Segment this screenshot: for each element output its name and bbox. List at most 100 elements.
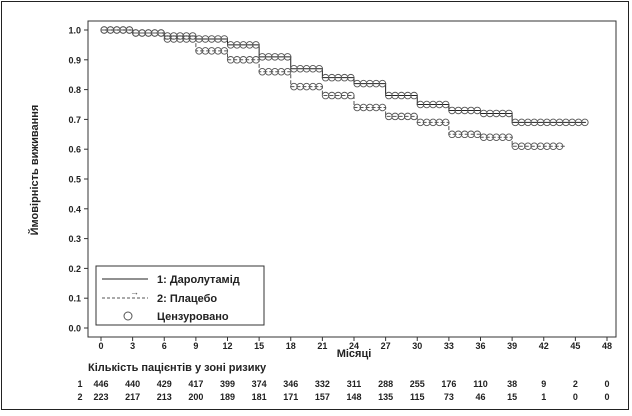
x-tick-label: 15 — [254, 341, 264, 351]
at-risk-value: 15 — [507, 392, 517, 402]
at-risk-value: 115 — [410, 392, 425, 402]
censor-marker — [581, 118, 589, 127]
censor-marker — [315, 82, 323, 91]
censor-marker — [441, 118, 450, 127]
at-risk-value: 46 — [475, 392, 485, 402]
censor-marker — [505, 133, 513, 142]
censor-marker — [410, 91, 418, 100]
x-tick-label: 9 — [193, 341, 198, 351]
at-risk-value: 73 — [444, 392, 454, 402]
series-line-1 — [101, 29, 586, 123]
censor-marker — [283, 67, 292, 76]
censor-marker — [283, 53, 292, 61]
at-risk-value: 0 — [604, 392, 609, 402]
at-risk-value: 189 — [220, 392, 235, 402]
censor-marker — [220, 35, 229, 43]
at-risk-value: 399 — [220, 379, 235, 389]
axes: 0.00.10.20.30.40.50.60.70.80.91.00 3 6 9 12 1… — [68, 20, 617, 351]
at-risk-value: 1 — [541, 392, 546, 402]
censor-marker — [473, 106, 482, 115]
censor-marker — [473, 130, 482, 139]
y-tick-label: 0.5 — [68, 175, 81, 185]
km-chart: 0.00.10.20.30.40.50.60.70.80.91.00 3 6 9 12 1… — [28, 20, 617, 402]
censor-marker — [441, 100, 450, 109]
censor-marker — [220, 47, 229, 55]
at-risk-value: 2 — [573, 379, 578, 389]
x-tick-label: 27 — [381, 341, 391, 351]
y-tick-label: 1.0 — [68, 26, 81, 36]
at-risk-value: 440 — [125, 379, 140, 389]
y-tick-label: 0.2 — [68, 264, 81, 274]
y-tick-label: 0.7 — [68, 115, 81, 125]
at-risk-title: Кількість пацієнтів у зоні ризику — [88, 362, 267, 374]
x-tick-label: 42 — [539, 341, 549, 351]
x-tick-label: 45 — [570, 341, 580, 351]
x-tick-label: 18 — [286, 341, 296, 351]
at-risk-value: 157 — [315, 392, 330, 402]
at-risk-value: 38 — [507, 379, 517, 389]
at-risk-value: 176 — [441, 379, 456, 389]
x-tick-label: 21 — [317, 341, 327, 351]
x-tick-label: 12 — [222, 341, 232, 351]
x-tick-label: 0 — [98, 341, 103, 351]
at-risk-value: 181 — [252, 392, 267, 402]
x-tick-label: 33 — [444, 341, 454, 351]
at-risk-value: 255 — [410, 379, 425, 389]
censor-marker — [347, 73, 355, 82]
y-tick-label: 0.8 — [68, 85, 81, 95]
censor-marker — [188, 32, 197, 40]
censor-marker — [315, 64, 323, 73]
at-risk-value: 429 — [157, 379, 172, 389]
at-risk-value: 135 — [378, 392, 393, 402]
censor-marker — [555, 142, 564, 150]
y-axis-label: Ймовірність виживання — [28, 105, 41, 236]
at-risk-value: 223 — [93, 392, 108, 402]
censor-marker — [125, 26, 134, 34]
at-risk-value: 0 — [573, 392, 578, 402]
at-risk-value: 217 — [125, 392, 140, 402]
at-risk-value: 200 — [188, 392, 203, 402]
censor-marker — [252, 56, 260, 64]
y-tick-label: 0.4 — [68, 204, 81, 214]
legend-arrow-icon: → — [130, 287, 139, 297]
censor-marker — [505, 109, 513, 118]
x-tick-label: 3 — [130, 341, 135, 351]
x-tick-label: 36 — [475, 341, 485, 351]
legend-series2-label: 2: Плацебо — [157, 293, 217, 305]
series-line-2 — [101, 29, 565, 147]
at-risk-value: 9 — [541, 379, 546, 389]
censor-marker — [157, 29, 165, 37]
x-tick-label: 30 — [412, 341, 422, 351]
curves — [101, 29, 586, 147]
y-tick-label: 0.6 — [68, 145, 81, 155]
legend: 1: Даролутамід → 2: Плацебо Цензуровано — [95, 265, 265, 326]
censor-marker — [378, 79, 387, 88]
at-risk-row-label: 1 — [77, 379, 82, 389]
censor-marker — [188, 35, 197, 43]
legend-censored-label: Цензуровано — [157, 311, 229, 323]
x-tick-label: 6 — [162, 341, 167, 351]
x-tick-label: 39 — [507, 341, 517, 351]
y-tick-label: 0.3 — [68, 234, 81, 244]
at-risk-value: 311 — [347, 379, 362, 389]
y-tick-label: 0.9 — [68, 55, 81, 65]
at-risk-value: 417 — [188, 379, 203, 389]
y-tick-label: 0.1 — [68, 294, 81, 304]
at-risk-value: 346 — [283, 379, 298, 389]
at-risk-table: 1 446 440 429 417 399 374 346 332 311 288 255 176 110… — [77, 379, 609, 402]
at-risk-row-label: 2 — [77, 392, 82, 402]
y-tick-label: 0.0 — [68, 324, 81, 334]
at-risk-value: 288 — [378, 379, 393, 389]
at-risk-value: 0 — [604, 379, 609, 389]
at-risk-value: 374 — [252, 379, 267, 389]
at-risk-value: 110 — [473, 379, 488, 389]
censor-marker — [347, 91, 355, 100]
censor-marker — [252, 41, 260, 49]
at-risk-value: 446 — [93, 379, 108, 389]
legend-series1-label: 1: Даролутамід — [157, 274, 240, 286]
figure-frame: 0.0 0.1 0.2 0.3 0.4 0.5 0.6 0.7 0.8 0.9 1.0 0 3 6 9 12 1… — [1, 1, 629, 410]
censor-marker — [410, 112, 418, 121]
x-tick-label: 48 — [602, 341, 612, 351]
at-risk-value: 171 — [283, 392, 298, 402]
x-tick-label: 24 — [349, 341, 359, 351]
